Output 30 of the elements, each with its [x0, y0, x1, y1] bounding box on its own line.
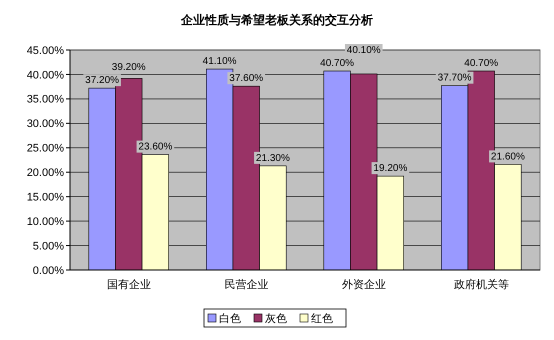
x-tick-label: 外资企业	[342, 278, 386, 291]
y-tick-label: 30.00%	[26, 118, 64, 130]
data-label: 23.60%	[138, 142, 172, 153]
data-label: 39.20%	[112, 62, 146, 74]
y-tick-label: 25.00%	[26, 142, 64, 155]
x-tick-label: 政府机关等	[454, 278, 509, 291]
y-tick-label: 40.00%	[26, 69, 64, 82]
data-label: 40.70%	[320, 58, 354, 70]
data-label: 37.60%	[229, 73, 264, 84]
data-label: 41.10%	[202, 56, 237, 68]
y-tick-label: 15.00%	[26, 192, 64, 204]
y-tick-label: 5.00%	[32, 240, 64, 252]
y-tick-label: 45.00%	[26, 44, 64, 57]
data-label: 40.70%	[464, 58, 498, 70]
data-label: 21.30%	[256, 152, 290, 164]
y-tick-label: 35.00%	[26, 94, 64, 106]
legend-label: 灰色	[265, 312, 287, 325]
x-tick-label: 民营企业	[224, 278, 268, 291]
x-tick-label: 国有企业	[106, 278, 151, 291]
data-label: 40.10%	[346, 45, 381, 56]
data-label: 21.60%	[490, 151, 525, 162]
data-label: 37.70%	[438, 72, 472, 84]
y-tick-label: 0.00%	[32, 264, 64, 277]
y-tick-label: 10.00%	[26, 216, 64, 228]
chart-title: 企业性质与希望老板关系的交互分析	[180, 13, 373, 27]
y-tick-label: 20.00%	[26, 167, 64, 180]
data-label: 37.20%	[85, 75, 120, 86]
legend-label: 红色	[311, 312, 333, 325]
data-label: 19.20%	[373, 163, 408, 174]
legend-label: 白色	[219, 312, 241, 325]
